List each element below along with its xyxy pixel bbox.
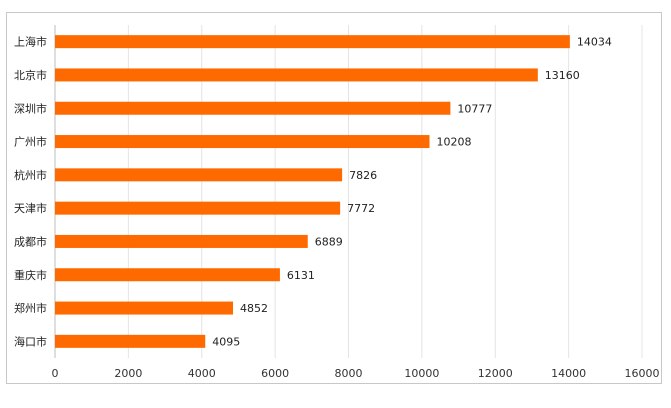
bar: [55, 201, 341, 215]
data-label: 14034: [577, 36, 612, 49]
category-label: 海口市: [14, 334, 47, 348]
bar: [55, 135, 430, 149]
category-label: 北京市: [14, 68, 47, 82]
x-tick-label: 16000: [625, 367, 660, 380]
data-label: 4095: [212, 335, 240, 348]
bars: [55, 35, 570, 348]
x-tick-labels: 0 2000 4000 6000 8000 10000 12000 14000 16000: [52, 367, 660, 380]
bar: [55, 101, 451, 115]
bar: [55, 68, 538, 82]
x-tick-label: 10000: [404, 367, 439, 380]
bar: [55, 234, 308, 248]
x-tick-label: 12000: [478, 367, 513, 380]
x-tick-label: 8000: [335, 367, 363, 380]
x-tick-label: 2000: [114, 367, 142, 380]
data-label: 13160: [545, 69, 580, 82]
bar: [55, 334, 206, 348]
data-label: 10777: [457, 102, 492, 115]
bar: [55, 268, 280, 282]
category-label: 重庆市: [14, 268, 47, 282]
category-label: 天津市: [14, 201, 47, 215]
category-label: 上海市: [14, 35, 47, 49]
x-tick-label: 6000: [261, 367, 289, 380]
data-label: 4852: [240, 302, 268, 315]
data-label: 10208: [437, 136, 472, 149]
bar: [55, 301, 234, 315]
value-labels: 14034 13160 10777 10208 7826 7772 6889 6131 4852…: [212, 36, 612, 349]
data-label: 6131: [287, 269, 315, 282]
category-label: 深圳市: [14, 101, 47, 115]
bar: [55, 35, 570, 49]
category-label: 成都市: [14, 234, 47, 248]
category-label: 广州市: [14, 135, 47, 149]
bar: [55, 168, 343, 182]
x-tick-label: 0: [52, 367, 59, 380]
data-label: 7772: [347, 202, 375, 215]
x-tick-label: 4000: [188, 367, 216, 380]
category-label: 杭州市: [14, 168, 47, 182]
data-label: 6889: [315, 235, 343, 248]
x-tick-label: 14000: [551, 367, 586, 380]
data-label: 7826: [349, 169, 377, 182]
category-label: 郑州市: [14, 301, 47, 315]
